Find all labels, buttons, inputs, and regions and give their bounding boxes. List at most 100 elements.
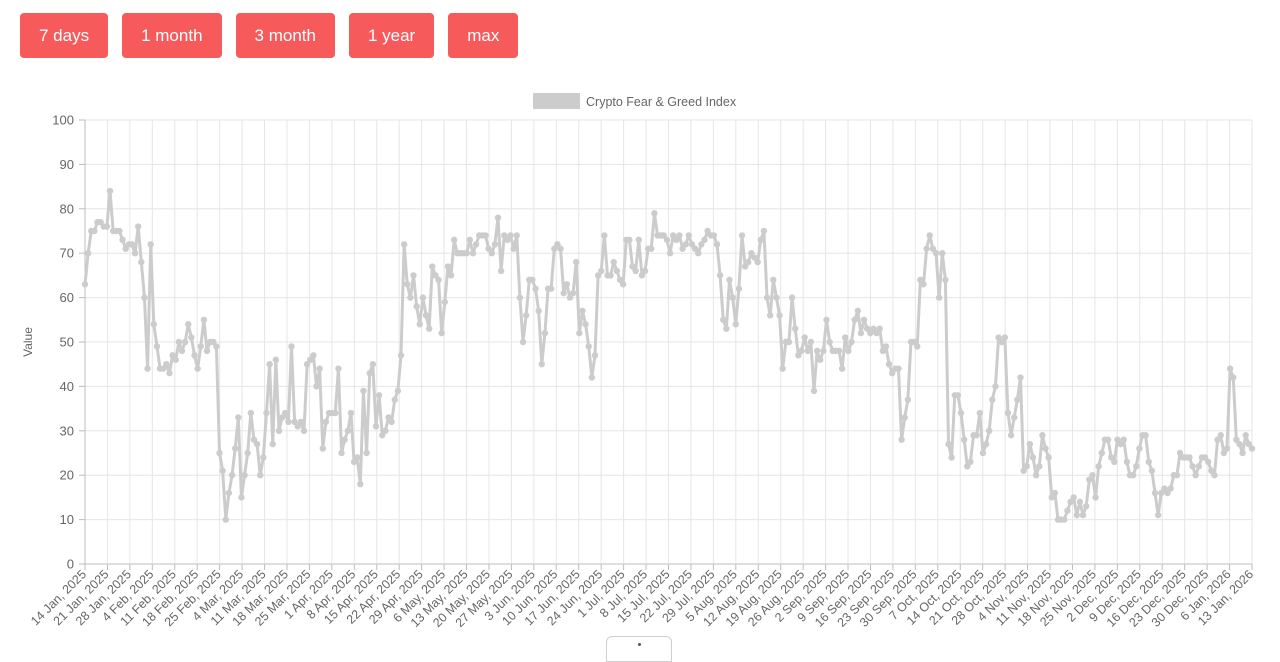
data-point[interactable] (576, 329, 583, 337)
data-point[interactable] (404, 281, 411, 288)
data-point[interactable] (300, 427, 308, 434)
data-point[interactable] (895, 365, 902, 372)
range-7-days-button[interactable]: 7 days (20, 13, 109, 58)
data-point[interactable] (278, 414, 286, 421)
data-point[interactable] (1136, 445, 1143, 452)
data-point[interactable] (1186, 454, 1193, 461)
data-point[interactable] (835, 347, 843, 355)
data-point[interactable] (973, 432, 980, 439)
data-point[interactable] (269, 440, 276, 448)
data-point[interactable] (960, 436, 968, 443)
data-point[interactable] (1148, 467, 1156, 474)
data-point[interactable] (1239, 449, 1246, 457)
data-point[interactable] (876, 325, 883, 332)
data-point[interactable] (579, 307, 586, 315)
data-point[interactable] (275, 427, 283, 434)
data-point[interactable] (1117, 440, 1124, 448)
data-point[interactable] (410, 272, 417, 279)
data-point[interactable] (425, 325, 433, 332)
data-point[interactable] (375, 392, 383, 399)
data-point[interactable] (917, 276, 924, 284)
data-point[interactable] (704, 227, 711, 235)
data-point[interactable] (838, 365, 846, 372)
data-point[interactable] (244, 449, 251, 457)
data-point[interactable] (153, 343, 161, 350)
data-point[interactable] (1217, 432, 1224, 439)
data-point[interactable] (435, 276, 442, 284)
data-point[interactable] (867, 329, 874, 337)
data-point[interactable] (516, 294, 524, 301)
data-point[interactable] (1176, 449, 1184, 457)
data-point[interactable] (729, 294, 736, 301)
data-point[interactable] (1001, 334, 1009, 341)
data-point[interactable] (116, 227, 123, 235)
data-point[interactable] (1014, 396, 1021, 403)
data-point[interactable] (382, 427, 389, 434)
data-point[interactable] (920, 281, 927, 288)
data-point[interactable] (666, 250, 674, 257)
data-point[interactable] (1089, 472, 1096, 479)
data-point[interactable] (807, 338, 815, 346)
range-max-button[interactable]: max (448, 13, 519, 58)
data-point[interactable] (178, 347, 186, 355)
data-point[interactable] (131, 250, 139, 257)
data-point[interactable] (569, 289, 577, 297)
data-point[interactable] (1164, 489, 1171, 497)
data-point[interactable] (1051, 489, 1059, 497)
data-point[interactable] (166, 369, 173, 377)
data-point[interactable] (416, 321, 423, 328)
data-point[interactable] (1023, 463, 1030, 470)
data-point[interactable] (497, 267, 505, 275)
data-point[interactable] (422, 312, 430, 319)
data-point[interactable] (1220, 449, 1228, 457)
bottom-scroll-handle[interactable] (606, 636, 672, 662)
data-point[interactable] (948, 454, 955, 461)
data-point[interactable] (616, 276, 624, 284)
data-point[interactable] (626, 236, 633, 244)
data-point[interactable] (257, 472, 264, 479)
data-point[interactable] (1214, 436, 1221, 443)
data-point[interactable] (879, 347, 887, 355)
data-point[interactable] (716, 272, 724, 279)
data-point[interactable] (1004, 409, 1012, 417)
data-point[interactable] (989, 396, 996, 403)
data-point[interactable] (698, 241, 705, 248)
data-point[interactable] (663, 236, 671, 244)
data-point[interactable] (870, 325, 877, 332)
data-point[interactable] (710, 232, 718, 239)
data-point[interactable] (1223, 445, 1231, 452)
data-point[interactable] (513, 232, 520, 239)
data-point[interactable] (188, 334, 195, 341)
data-point[interactable] (982, 440, 990, 448)
data-point[interactable] (532, 285, 539, 292)
data-point[interactable] (122, 245, 129, 252)
data-point[interactable] (310, 352, 317, 359)
data-point[interactable] (748, 250, 755, 257)
data-point[interactable] (97, 218, 104, 226)
data-point[interactable] (1082, 503, 1090, 510)
data-point[interactable] (873, 329, 880, 337)
data-point[interactable] (341, 436, 348, 443)
data-point[interactable] (1067, 498, 1074, 506)
data-point[interactable] (103, 223, 111, 230)
data-point[interactable] (910, 338, 918, 346)
data-point[interactable] (144, 365, 151, 372)
data-point[interactable] (247, 409, 255, 417)
data-point[interactable] (1042, 445, 1049, 452)
data-point[interactable] (1248, 445, 1256, 452)
data-point[interactable] (607, 272, 614, 279)
data-point[interactable] (745, 258, 752, 266)
data-point[interactable] (882, 343, 890, 350)
data-point[interactable] (1079, 511, 1087, 519)
data-point[interactable] (488, 250, 495, 257)
data-point[interactable] (823, 316, 830, 323)
data-point[interactable] (669, 232, 677, 239)
data-point[interactable] (588, 374, 596, 381)
data-point[interactable] (770, 276, 777, 284)
data-point[interactable] (1151, 489, 1159, 497)
data-point[interactable] (720, 316, 727, 323)
data-point[interactable] (914, 343, 921, 350)
data-point[interactable] (134, 223, 142, 230)
data-point[interactable] (354, 454, 361, 461)
data-point[interactable] (563, 281, 571, 288)
